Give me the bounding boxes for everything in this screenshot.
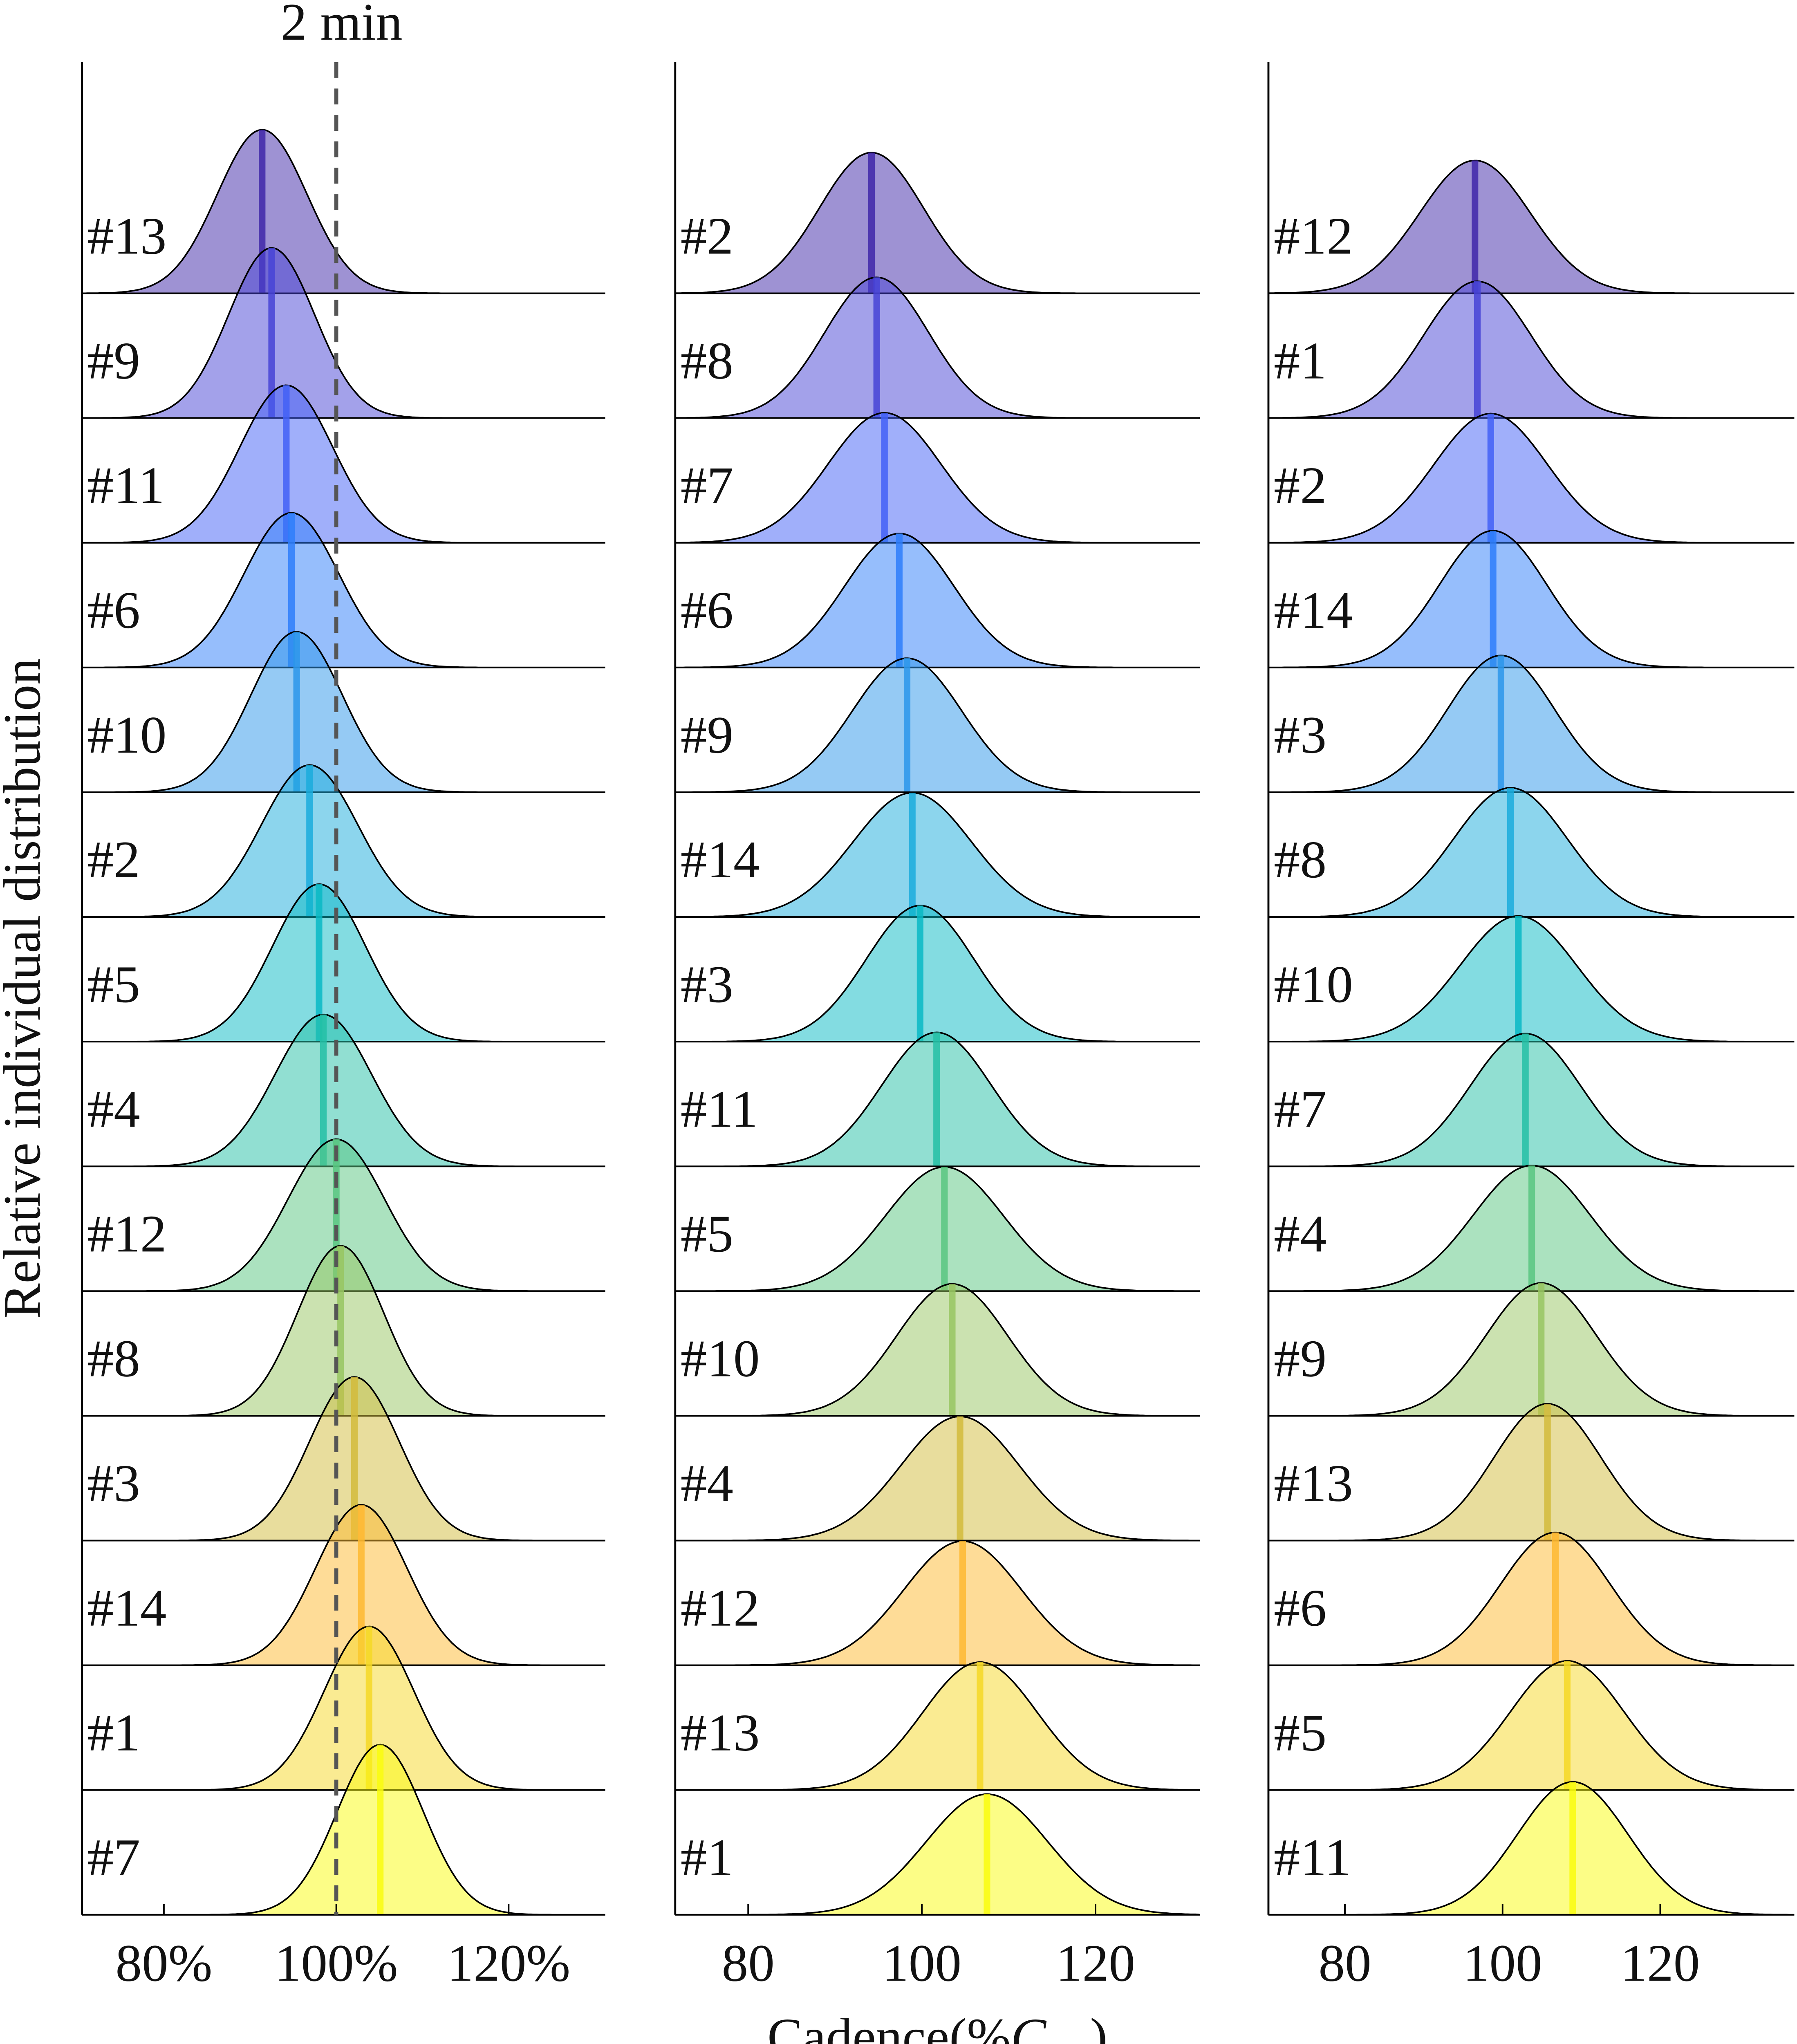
x-tick-label: 120	[1056, 1934, 1135, 1992]
ridge-label: #11	[1274, 1828, 1351, 1887]
panel: #2 #8 #7 #6 #9 #14 #3 #11 #5 #10 #4 #12 #13 #1 80 100 12…	[674, 62, 1200, 2044]
y-axis-label: Relative individual distribution	[0, 658, 51, 1319]
x-label-part: Cadence(%	[767, 2008, 1011, 2044]
ridge-label: #9	[681, 706, 733, 764]
ridge-label: #5	[87, 955, 140, 1013]
ridge	[675, 1166, 1200, 1292]
ridge-label: #6	[1274, 1579, 1326, 1637]
x-tick-label: 80	[722, 1934, 775, 1992]
ridge	[1268, 1660, 1795, 1791]
ridge-label: #5	[1274, 1703, 1326, 1762]
ridge-label: #4	[87, 1080, 140, 1138]
ridge	[675, 657, 1200, 793]
ridge	[1268, 412, 1795, 544]
ridge-label: #7	[681, 456, 733, 515]
ridge-label: #12	[87, 1204, 167, 1263]
panel: #13 #9 #11 #6 #10 #2 #5 #4 #12 #8 #3 #14 #1 #7 80% 100%…	[0, 0, 605, 1992]
x-tick-label: 100	[882, 1934, 961, 1992]
ridge-label: #12	[681, 1579, 760, 1637]
ridge-label: #2	[1274, 456, 1326, 515]
ridge-label: #14	[1274, 581, 1353, 639]
x-label-sub: opt	[1046, 2035, 1091, 2044]
ridge-label: #13	[87, 207, 167, 265]
ridge-label: #10	[681, 1329, 760, 1387]
ridge-label: #2	[87, 830, 140, 889]
ridge-label: #13	[1274, 1454, 1353, 1513]
ridge-label: #1	[681, 1828, 733, 1887]
ridge-label: #9	[87, 332, 140, 390]
ridge-label: #14	[681, 830, 760, 889]
ridge	[1268, 1282, 1795, 1417]
ridge	[675, 1793, 1200, 1916]
ridge-label: #5	[681, 1204, 733, 1263]
ridge	[1268, 787, 1795, 918]
ridge-label: #11	[87, 456, 165, 515]
ridge	[675, 904, 1200, 1043]
x-tick-label: 100%	[275, 1934, 398, 1992]
ridge-label: #13	[681, 1703, 760, 1762]
ridge-label: #12	[1274, 207, 1353, 265]
x-tick-label: 100	[1463, 1934, 1542, 1992]
ridge	[675, 1415, 1200, 1542]
x-tick-label: 120	[1620, 1934, 1700, 1992]
x-tick-label: 80	[1318, 1934, 1371, 1992]
ridge-label: #10	[1274, 955, 1353, 1013]
ridge	[1268, 1033, 1795, 1168]
x-tick-label: 80%	[115, 1934, 212, 1992]
ridge	[675, 533, 1200, 668]
ridge	[674, 152, 1200, 294]
ridge	[82, 1625, 605, 1791]
x-label-var: C	[1011, 2008, 1047, 2044]
ridge	[1268, 654, 1795, 793]
ridge-label: #6	[87, 581, 140, 639]
panel: #12 #1 #2 #14 #3 #8 #10 #7 #4 #9 #13 #6 #5 #11 80 100 12…	[1267, 62, 1795, 1992]
ridge-label: #8	[87, 1329, 140, 1387]
ridge	[674, 276, 1200, 419]
ridge-label: #6	[681, 581, 733, 639]
ridge-label: #4	[681, 1454, 733, 1513]
ridge	[1268, 1531, 1795, 1666]
ridge-label: #7	[87, 1828, 140, 1887]
ridge-label: #3	[681, 955, 733, 1013]
ridge-label: #7	[1274, 1080, 1326, 1138]
ridge-label: #10	[87, 706, 167, 764]
ridge-label: #3	[87, 1454, 140, 1513]
ridge-label: #3	[1274, 706, 1326, 764]
ridge-label: #9	[1274, 1329, 1326, 1387]
reference-label: 2 min	[281, 0, 403, 51]
ridge	[674, 412, 1200, 544]
ridge-label: #11	[681, 1080, 758, 1138]
ridge-label: #1	[1274, 332, 1326, 390]
ridge-label: #8	[1274, 830, 1326, 889]
x-axis-label: Cadence(%Copt)	[767, 2008, 1107, 2044]
ridge-label: #1	[87, 1703, 140, 1762]
x-label-part: )	[1090, 2008, 1107, 2044]
ridge	[82, 883, 605, 1043]
ridge-label: #8	[681, 332, 733, 390]
ridge-label: #4	[1274, 1204, 1326, 1263]
ridge	[1268, 280, 1795, 419]
ridge-label: #14	[87, 1579, 167, 1637]
ridge-label: #2	[681, 207, 733, 265]
x-tick-label: 120%	[447, 1934, 571, 1992]
